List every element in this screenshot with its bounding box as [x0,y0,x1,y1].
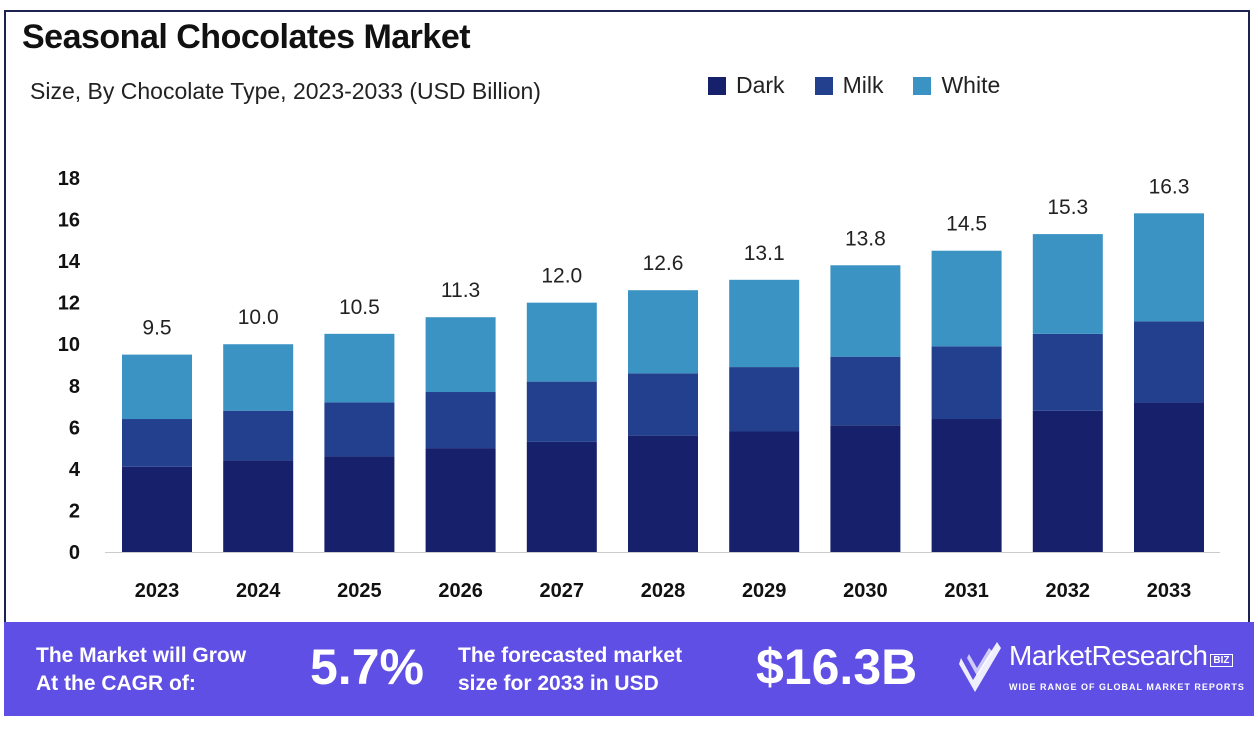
legend-item-dark: Dark [708,72,785,99]
bar-segment-white-2027 [526,302,597,382]
total-label-2032: 15.3 [1047,196,1088,219]
bar-segment-milk-2027 [526,381,597,442]
x-tick-label: 2029 [742,580,787,602]
legend-label-dark: Dark [736,72,785,98]
bar-segment-dark-2033 [1134,402,1204,552]
bar-segment-milk-2023 [122,419,192,467]
x-tick-label: 2025 [337,580,382,602]
legend-swatch-dark [708,76,726,95]
bar-segment-dark-2032 [1032,410,1103,552]
footer-banner: The Market will Grow At the CAGR of: 5.7… [4,622,1254,716]
total-label-2031: 14.5 [946,213,987,236]
x-tick-label: 2023 [135,580,180,602]
bar-segment-dark-2029 [729,431,800,552]
cagr-label-line2: At the CAGR of: [36,672,196,695]
cagr-label-line1: The Market will Grow [36,644,247,667]
bar-segment-milk-2025 [324,402,395,457]
x-tick-label: 2026 [438,580,483,602]
bar-segment-dark-2024 [223,460,294,552]
bar-segment-white-2023 [122,354,192,420]
bar-segment-dark-2025 [324,456,395,552]
legend-item-white: White [913,72,1000,99]
legend-item-milk: Milk [814,72,884,99]
y-tick-label: 18 [58,168,80,190]
chart-subtitle: Size, By Chocolate Type, 2023-2033 (USD … [30,78,541,104]
bar-chart: 0 2 4 6 8 10 12 14 16 18 9.5 2023 10.0 2024 10.5 2025 11… [58,168,1220,602]
total-label-2028: 12.6 [643,252,684,275]
bar-segment-dark-2028 [628,435,698,552]
forecast-label-line1: The forecasted market [458,644,683,667]
bar-segment-white-2029 [729,279,800,368]
bar-segment-milk-2030 [830,356,901,426]
cagr-label: The Market will Grow At the CAGR of: [36,642,246,698]
total-label-2025: 10.5 [339,296,380,319]
marketresearch-logo: MarketResearch BIZ WIDE RANGE OF GLOBAL … [959,636,1249,702]
bar-segment-dark-2031 [931,419,1002,552]
legend-label-white: White [941,72,1001,98]
y-tick-label: 12 [58,293,80,315]
total-label-2024: 10.0 [238,306,279,329]
x-tick-label: 2033 [1147,580,1192,602]
bar-segment-white-2030 [830,265,901,357]
bar-segment-dark-2026 [425,448,496,552]
total-label-2030: 13.8 [845,227,886,250]
bar-segment-dark-2023 [122,466,192,552]
bar-segment-white-2026 [425,317,496,393]
logo-badge: BIZ [1210,653,1233,667]
x-tick-label: 2024 [236,580,281,602]
bar-segment-milk-2028 [628,373,698,436]
y-tick-label: 14 [58,251,81,273]
total-label-2027: 12.0 [541,265,582,288]
legend-swatch-white [913,76,932,95]
bar-segment-white-2025 [324,333,395,403]
x-tick-label: 2030 [843,580,888,602]
x-tick-label: 2031 [944,580,989,602]
total-label-2033: 16.3 [1149,175,1190,198]
y-tick-label: 10 [58,334,80,356]
logo-wordmark: MarketResearch BIZ [1009,640,1233,672]
total-label-2026: 11.3 [441,279,480,302]
bar-segment-white-2024 [223,344,294,411]
bar-segment-white-2031 [931,250,1002,347]
x-tick-label: 2027 [540,580,585,602]
bar-segment-dark-2027 [526,441,597,552]
bar-segment-milk-2029 [729,367,800,432]
forecast-label-line2: size for 2033 in USD [458,672,659,695]
bar-segment-white-2028 [628,290,698,374]
y-tick-label: 0 [69,542,80,564]
bar-segment-white-2032 [1032,234,1103,334]
bar-segment-milk-2024 [223,410,294,461]
y-tick-label: 16 [58,210,80,232]
bar-segment-milk-2033 [1134,321,1204,403]
cagr-value: 5.7% [310,639,424,695]
y-tick-label: 6 [69,417,80,439]
forecast-value: $16.3B [756,639,918,695]
legend: Dark Milk White [708,72,1000,99]
bar-segment-milk-2032 [1032,333,1103,411]
total-label-2029: 13.1 [744,242,785,265]
bar-segment-milk-2031 [931,346,1002,420]
chart-title: Seasonal Chocolates Market [22,18,471,56]
bar-segment-milk-2026 [425,392,496,449]
total-label-2023: 9.5 [142,317,171,340]
legend-label-milk: Milk [842,72,884,98]
chart-card [4,10,1250,622]
bar-segment-dark-2030 [830,425,901,552]
x-tick-label: 2032 [1046,580,1091,602]
forecast-label: The forecasted market size for 2033 in U… [458,642,682,698]
legend-swatch-milk [814,76,833,95]
bar-segment-white-2033 [1134,213,1204,322]
x-tick-label: 2028 [641,580,686,602]
y-tick-label: 8 [69,376,80,398]
y-tick-label: 2 [69,500,80,522]
logo-check-icon [959,642,1001,692]
logo-name: MarketResearch [1009,640,1208,671]
logo-tagline: WIDE RANGE OF GLOBAL MARKET REPORTS [1009,682,1245,692]
y-tick-label: 4 [69,459,81,481]
